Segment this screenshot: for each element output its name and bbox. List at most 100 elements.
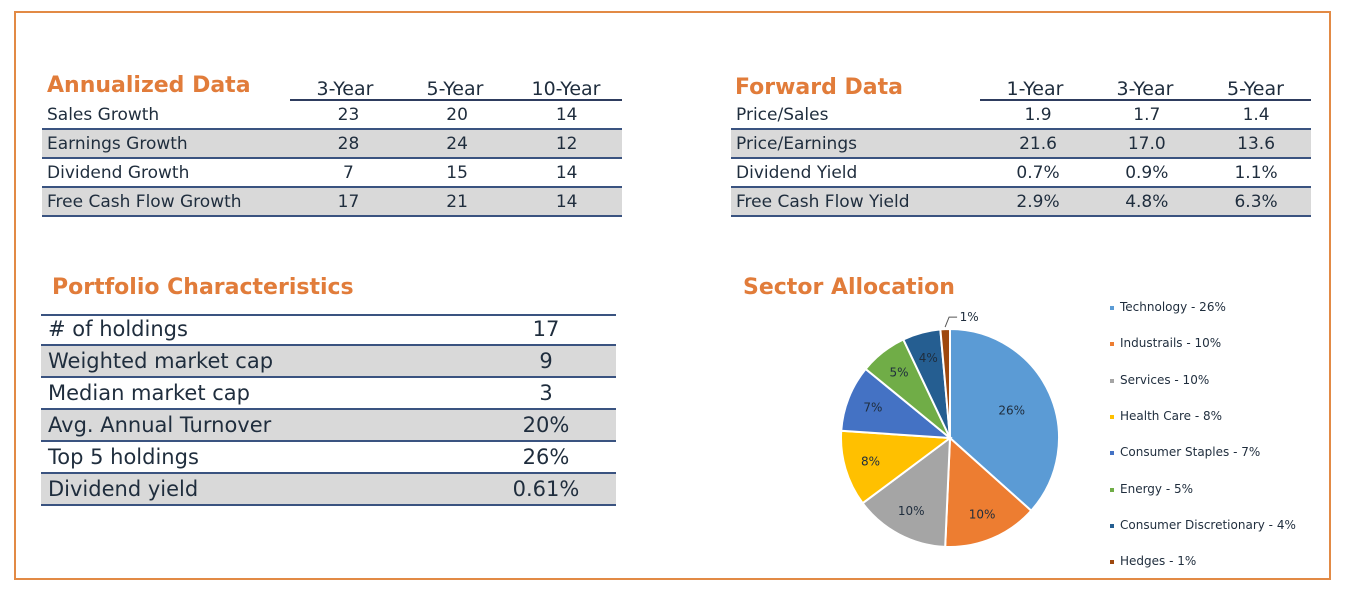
legend-swatch xyxy=(1110,414,1114,419)
slice-label: 10% xyxy=(969,507,996,521)
cell-value: 1.1% xyxy=(1201,158,1311,188)
slice-label: 4% xyxy=(919,351,938,365)
cell-value: 13.6 xyxy=(1201,129,1311,159)
row-label: Dividend yield xyxy=(41,473,476,506)
cell-value: 1.7 xyxy=(1092,101,1202,130)
slice-label: 26% xyxy=(998,403,1025,417)
cell-value: 14 xyxy=(511,187,622,217)
slice-label: 1% xyxy=(960,310,979,324)
legend-swatch xyxy=(1110,451,1114,456)
cell-value: 14 xyxy=(511,158,622,188)
table-row: Weighted market cap 9 xyxy=(41,345,616,378)
pie-slice xyxy=(949,327,1060,513)
annualized-title: Annualized Data xyxy=(47,73,251,98)
cell-value: 2.9% xyxy=(983,187,1093,217)
slice-label: 10% xyxy=(898,504,925,518)
forward-header-rule xyxy=(980,99,1311,101)
table-row: Dividend Growth 7 15 14 xyxy=(42,158,622,188)
cell-value: 14 xyxy=(511,101,622,130)
forward-title: Forward Data xyxy=(735,75,903,100)
cell-value: 3 xyxy=(476,377,616,410)
table-row: Earnings Growth 28 24 12 xyxy=(42,129,622,159)
table-row: Dividend Yield 0.7% 0.9% 1.1% xyxy=(731,158,1311,188)
legend-swatch xyxy=(1110,487,1114,492)
legend-label: Technology - 26% xyxy=(1120,300,1226,314)
row-label: Dividend Yield xyxy=(731,158,984,188)
row-label: Price/Sales xyxy=(731,101,984,130)
row-label: Dividend Growth xyxy=(42,158,295,188)
row-label: Free Cash Flow Yield xyxy=(731,187,984,217)
cell-value: 1.4 xyxy=(1201,101,1311,130)
cell-value: 15 xyxy=(402,158,512,188)
table-row: Dividend yield 0.61% xyxy=(41,473,616,506)
annualized-header-rule xyxy=(290,99,622,101)
portfolio-title: Portfolio Characteristics xyxy=(52,275,354,300)
table-row: Avg. Annual Turnover 20% xyxy=(41,409,616,442)
slice-label: 8% xyxy=(861,454,880,468)
cell-value: 17 xyxy=(476,314,616,346)
legend-swatch xyxy=(1110,523,1114,528)
report-frame xyxy=(14,11,1331,580)
cell-value: 0.61% xyxy=(476,473,616,506)
slice-label: 7% xyxy=(863,401,882,415)
annualized-table: Sales Growth 23 20 14 Earnings Growth 28… xyxy=(42,101,622,217)
legend-label: Consumer Discretionary - 4% xyxy=(1120,517,1296,532)
pie-slice xyxy=(939,327,951,439)
cell-value: 23 xyxy=(294,101,403,130)
pie-slice xyxy=(861,435,952,548)
slice-label: 5% xyxy=(889,366,908,380)
legend-label: Services - 10% xyxy=(1120,372,1210,387)
row-label: Price/Earnings xyxy=(731,129,984,159)
forward-col-2: 3-Year xyxy=(1116,78,1174,100)
cell-value: 17.0 xyxy=(1092,129,1202,159)
table-row: Free Cash Flow Yield 2.9% 4.8% 6.3% xyxy=(731,187,1311,217)
forward-col-1: 1-Year xyxy=(1006,78,1064,100)
legend-swatch xyxy=(1110,378,1114,383)
cell-value: 20 xyxy=(402,101,512,130)
cell-value: 4.8% xyxy=(1092,187,1202,217)
leader-line xyxy=(944,316,958,328)
sector-pie-chart: 26% 10% 10% 8% 7% 5% 4% 1% xyxy=(840,310,1060,548)
cell-value: 1.9 xyxy=(983,101,1093,130)
cell-value: 21 xyxy=(402,187,512,217)
cell-value: 12 xyxy=(511,129,622,159)
pie-slice xyxy=(944,435,1033,548)
cell-value: 28 xyxy=(294,129,403,159)
table-row: Free Cash Flow Growth 17 21 14 xyxy=(42,187,622,217)
forward-col-3: 5-Year xyxy=(1227,78,1284,100)
legend-swatch xyxy=(1110,306,1114,310)
legend-label: Hedges - 1% xyxy=(1120,554,1197,569)
legend-label: Consumer Staples - 7% xyxy=(1120,445,1261,460)
table-row: Sales Growth 23 20 14 xyxy=(42,101,622,130)
cell-value: 21.6 xyxy=(983,129,1093,159)
legend-label: Energy - 5% xyxy=(1120,481,1194,496)
cell-value: 9 xyxy=(476,345,616,378)
cell-value: 0.9% xyxy=(1092,158,1202,188)
row-label: Free Cash Flow Growth xyxy=(42,187,295,217)
table-row: Top 5 holdings 26% xyxy=(41,441,616,474)
cell-value: 20% xyxy=(476,409,616,442)
row-label: Earnings Growth xyxy=(42,129,295,159)
row-label: Sales Growth xyxy=(42,101,295,130)
table-row: Price/Earnings 21.6 17.0 13.6 xyxy=(731,129,1311,159)
row-label: # of holdings xyxy=(41,314,476,346)
cell-value: 26% xyxy=(476,441,616,474)
cell-value: 17 xyxy=(294,187,403,217)
chart-title: Sector Allocation xyxy=(743,275,955,300)
portfolio-table: # of holdings 17 Weighted market cap 9 M… xyxy=(41,314,616,506)
table-row: # of holdings 17 xyxy=(41,314,616,346)
row-label: Weighted market cap xyxy=(41,345,476,378)
legend-label: Industrails - 10% xyxy=(1120,336,1222,351)
cell-value: 0.7% xyxy=(983,158,1093,188)
cell-value: 6.3% xyxy=(1201,187,1311,217)
cell-value: 7 xyxy=(294,158,403,188)
forward-table: Price/Sales 1.9 1.7 1.4 Price/Earnings 2… xyxy=(731,101,1311,217)
table-row: Median market cap 3 xyxy=(41,377,616,410)
table-row: Price/Sales 1.9 1.7 1.4 xyxy=(731,101,1311,130)
row-label: Top 5 holdings xyxy=(41,441,476,474)
legend-label: Health Care - 8% xyxy=(1120,408,1222,423)
cell-value: 24 xyxy=(402,129,512,159)
row-label: Median market cap xyxy=(41,377,476,410)
legend-swatch xyxy=(1110,560,1114,565)
annualized-col-3: 10-Year xyxy=(531,78,601,100)
